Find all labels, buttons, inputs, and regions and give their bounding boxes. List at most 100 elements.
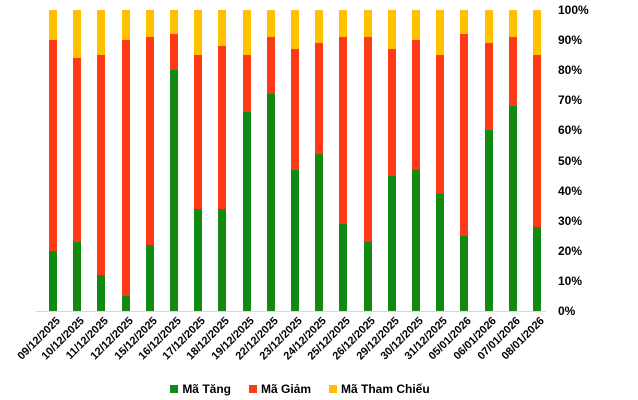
segment-ma-tham-chieu: [387, 10, 396, 50]
segment-ma-tham-chieu: [484, 10, 493, 44]
segment-ma-giam: [436, 55, 445, 194]
segment-ma-tham-chieu: [97, 10, 106, 56]
bar-stack: [508, 10, 517, 311]
segment-ma-tang: [242, 112, 251, 311]
bar-stack: [315, 10, 324, 311]
segment-ma-tang: [73, 241, 82, 311]
y-axis-tick-label: 70%: [558, 93, 583, 108]
segment-ma-tham-chieu: [194, 10, 203, 56]
segment-ma-tang: [121, 295, 130, 311]
bar-stack: [145, 10, 154, 311]
segment-ma-tang: [145, 244, 154, 311]
segment-ma-tang: [170, 70, 178, 311]
segment-ma-tham-chieu: [266, 10, 275, 38]
bar-stack: [242, 10, 251, 311]
legend-swatch: [248, 385, 257, 393]
segment-ma-giam: [121, 40, 130, 296]
segment-ma-tham-chieu: [170, 10, 178, 35]
legend-item: Mã Tăng: [170, 382, 231, 396]
legend-label: Mã Giảm: [260, 382, 311, 396]
segment-ma-tang: [460, 235, 469, 311]
segment-ma-tang: [194, 208, 203, 311]
y-axis-tick-label: 10%: [558, 273, 583, 288]
bar-stack: [291, 10, 299, 311]
segment-ma-giam: [49, 40, 57, 251]
segment-ma-tham-chieu: [145, 10, 154, 38]
segment-ma-giam: [145, 37, 154, 245]
segment-ma-tham-chieu: [412, 10, 420, 41]
segment-ma-giam: [387, 49, 396, 176]
segment-ma-giam: [194, 55, 203, 209]
segment-ma-tang: [533, 226, 541, 311]
legend-label: Mã Tham Chiếu: [341, 382, 430, 396]
segment-ma-giam: [339, 37, 348, 224]
segment-ma-tham-chieu: [508, 10, 517, 38]
segment-ma-tang: [412, 169, 420, 311]
plot-area: [36, 10, 546, 311]
segment-ma-tham-chieu: [339, 10, 348, 38]
legend-label: Mã Tăng: [182, 382, 231, 396]
bar-stack: [363, 10, 372, 311]
bar-stack: [436, 10, 445, 311]
y-axis-tick-label: 40%: [558, 183, 583, 198]
legend: Mã Tăng Mã Giảm Mã Tham Chiếu: [0, 382, 600, 396]
segment-ma-tang: [49, 250, 57, 311]
legend-item: Mã Giảm: [248, 382, 311, 396]
bar-stack: [533, 10, 541, 311]
bar-stack: [387, 10, 396, 311]
segment-ma-tham-chieu: [121, 10, 130, 41]
segment-ma-giam: [412, 40, 420, 170]
segment-ma-tang: [97, 274, 106, 311]
segment-ma-tham-chieu: [315, 10, 324, 44]
bar-stack: [194, 10, 203, 311]
segment-ma-giam: [508, 37, 517, 107]
segment-ma-tang: [339, 223, 348, 311]
segment-ma-giam: [291, 49, 299, 170]
segment-ma-giam: [97, 55, 106, 275]
segment-ma-tang: [436, 193, 445, 311]
y-axis-tick-label: 60%: [558, 123, 583, 138]
segment-ma-tham-chieu: [218, 10, 227, 47]
segment-ma-tang: [291, 169, 299, 311]
y-axis-tick-label: 0%: [558, 304, 576, 318]
segment-ma-giam: [460, 34, 469, 236]
segment-ma-tang: [363, 241, 372, 311]
y-axis-tick-label: 100%: [558, 3, 589, 17]
bar-stack: [266, 10, 275, 311]
y-axis-tick-label: 80%: [558, 63, 583, 78]
legend-swatch: [329, 385, 337, 393]
segment-ma-giam: [218, 46, 227, 209]
y-axis-tick-label: 90%: [558, 33, 583, 48]
x-axis-line: [36, 311, 546, 312]
bar-stack: [73, 10, 82, 311]
segment-ma-giam: [315, 43, 324, 155]
segment-ma-tham-chieu: [291, 10, 299, 50]
legend-item: Mã Tham Chiếu: [329, 382, 430, 396]
segment-ma-tang: [315, 154, 324, 311]
y-axis-tick-label: 20%: [558, 243, 583, 258]
bar-stack: [218, 10, 227, 311]
segment-ma-giam: [242, 55, 251, 113]
segment-ma-tang: [508, 106, 517, 311]
segment-ma-tang: [266, 94, 275, 311]
segment-ma-tham-chieu: [460, 10, 469, 35]
segment-ma-tham-chieu: [436, 10, 445, 56]
segment-ma-giam: [363, 37, 372, 242]
segment-ma-giam: [266, 37, 275, 95]
segment-ma-tham-chieu: [73, 10, 82, 59]
segment-ma-giam: [170, 34, 178, 71]
bar-stack: [121, 10, 130, 311]
y-axis-tick-label: 50%: [558, 153, 583, 168]
segment-ma-tham-chieu: [49, 10, 57, 41]
segment-ma-tang: [387, 175, 396, 311]
segment-ma-giam: [533, 55, 541, 227]
segment-ma-tang: [484, 130, 493, 311]
bar-stack: [97, 10, 106, 311]
bar-stack: [170, 10, 178, 311]
segment-ma-tham-chieu: [363, 10, 372, 38]
bar-stack: [484, 10, 493, 311]
y-axis-tick-label: 30%: [558, 213, 583, 228]
bar-stack: [412, 10, 420, 311]
segment-ma-giam: [73, 58, 82, 242]
